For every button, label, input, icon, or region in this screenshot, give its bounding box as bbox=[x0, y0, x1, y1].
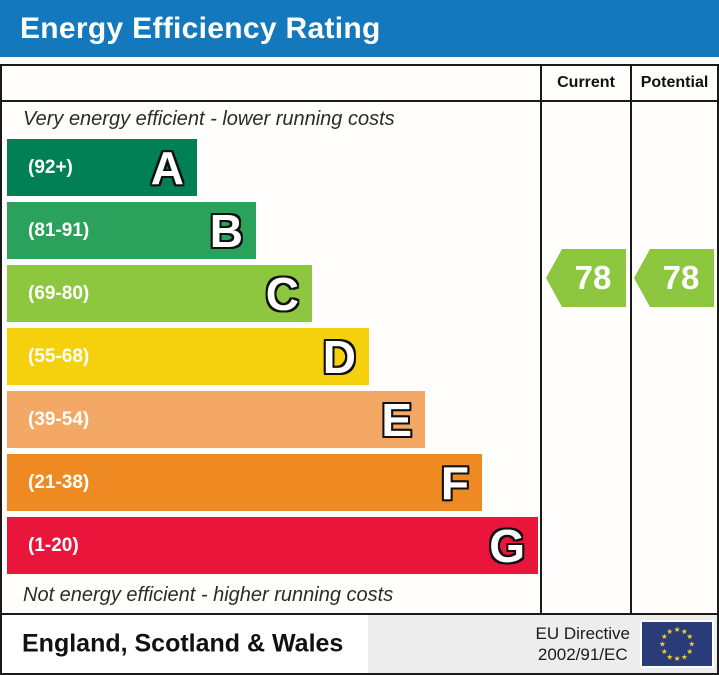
svg-text:★: ★ bbox=[666, 652, 673, 661]
band-letter: D bbox=[322, 330, 356, 383]
rating-table: Current Potential Very energy efficient … bbox=[0, 64, 719, 615]
svg-text:★: ★ bbox=[681, 652, 688, 661]
band-range: (21-38) bbox=[28, 471, 90, 493]
potential-column-header: Potential bbox=[640, 74, 709, 91]
table-header-row: Current Potential bbox=[2, 66, 717, 102]
band-letter: B bbox=[209, 204, 243, 257]
band-letter: E bbox=[381, 393, 412, 446]
band-e: (39-54) E bbox=[7, 391, 425, 448]
eu-directive-text: EU Directive 2002/91/EC bbox=[536, 623, 630, 666]
footer: England, Scotland & Wales EU Directive 2… bbox=[0, 615, 719, 675]
current-rating-value: 78 bbox=[574, 259, 612, 296]
current-rating-arrow: 78 bbox=[546, 249, 626, 307]
svg-text:★: ★ bbox=[688, 640, 695, 649]
svg-text:★: ★ bbox=[666, 627, 673, 636]
eu-directive-line-1: EU Directive bbox=[535, 623, 630, 643]
band-a: (92+) A bbox=[7, 139, 197, 196]
band-b: (81-91) B bbox=[7, 202, 256, 259]
band-c: (69-80) C bbox=[7, 265, 312, 322]
bottom-note: Not energy efficient - higher running co… bbox=[23, 584, 394, 606]
potential-rating-value: 78 bbox=[662, 259, 700, 296]
title-bar: Energy Efficiency Rating bbox=[0, 0, 719, 57]
svg-text:★: ★ bbox=[674, 654, 681, 663]
band-range: (92+) bbox=[28, 156, 73, 178]
svg-text:★: ★ bbox=[674, 625, 681, 634]
svg-text:★: ★ bbox=[681, 627, 688, 636]
band-letter: C bbox=[265, 267, 299, 320]
band-letter: A bbox=[150, 141, 184, 194]
svg-text:★: ★ bbox=[659, 640, 666, 649]
eu-directive-panel: EU Directive 2002/91/EC ★ ★ ★ ★ ★ ★ ★ ★ … bbox=[368, 615, 717, 673]
current-column-header: Current bbox=[557, 74, 615, 91]
region-label: England, Scotland & Wales bbox=[22, 629, 344, 658]
band-g: (1-20) G bbox=[7, 517, 538, 574]
current-column-divider bbox=[540, 66, 542, 613]
band-d: (55-68) D bbox=[7, 328, 369, 385]
band-range: (81-91) bbox=[28, 219, 90, 241]
top-note: Very energy efficient - lower running co… bbox=[23, 108, 395, 130]
page-title: Energy Efficiency Rating bbox=[20, 11, 381, 45]
band-letter: F bbox=[440, 456, 469, 509]
svg-text:★: ★ bbox=[686, 632, 693, 641]
svg-text:★: ★ bbox=[661, 647, 668, 656]
band-range: (55-68) bbox=[28, 345, 90, 367]
svg-text:★: ★ bbox=[686, 647, 693, 656]
band-range: (39-54) bbox=[28, 408, 90, 430]
eu-directive-line-2: 2002/91/EC bbox=[537, 645, 628, 664]
band-range: (1-20) bbox=[28, 534, 79, 556]
potential-column-divider bbox=[630, 66, 632, 613]
eu-flag-icon: ★ ★ ★ ★ ★ ★ ★ ★ ★ ★ ★ ★ bbox=[640, 620, 714, 668]
svg-text:★: ★ bbox=[661, 632, 668, 641]
band-f: (21-38) F bbox=[7, 454, 482, 511]
band-letter: G bbox=[489, 519, 525, 572]
potential-rating-arrow: 78 bbox=[634, 249, 714, 307]
band-range: (69-80) bbox=[28, 282, 90, 304]
